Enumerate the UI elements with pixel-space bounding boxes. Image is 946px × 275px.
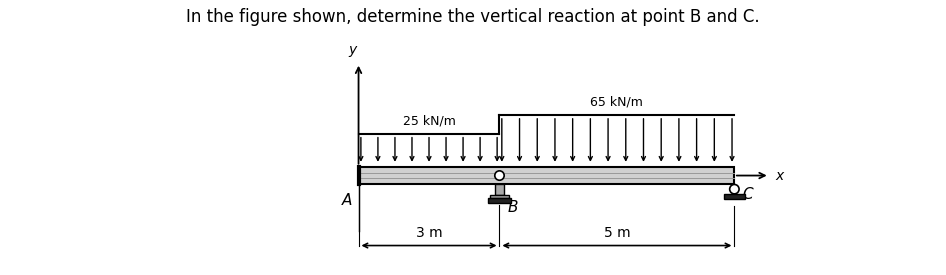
Text: In the figure shown, determine the vertical reaction at point B and C.: In the figure shown, determine the verti… xyxy=(186,8,760,26)
Bar xyxy=(490,195,509,198)
Text: x: x xyxy=(776,169,784,183)
Text: 65 kN/m: 65 kN/m xyxy=(590,96,643,109)
Text: y: y xyxy=(349,43,357,57)
Circle shape xyxy=(495,171,504,180)
Text: 25 kN/m: 25 kN/m xyxy=(403,115,455,128)
Text: C: C xyxy=(743,187,753,202)
Text: A: A xyxy=(342,193,352,208)
Text: 5 m: 5 m xyxy=(604,226,630,240)
Bar xyxy=(359,167,734,185)
Text: 3 m: 3 m xyxy=(415,226,443,240)
Circle shape xyxy=(729,185,739,194)
Bar xyxy=(724,194,745,199)
Bar xyxy=(488,198,511,203)
Bar xyxy=(496,185,503,195)
Text: B: B xyxy=(508,200,518,215)
